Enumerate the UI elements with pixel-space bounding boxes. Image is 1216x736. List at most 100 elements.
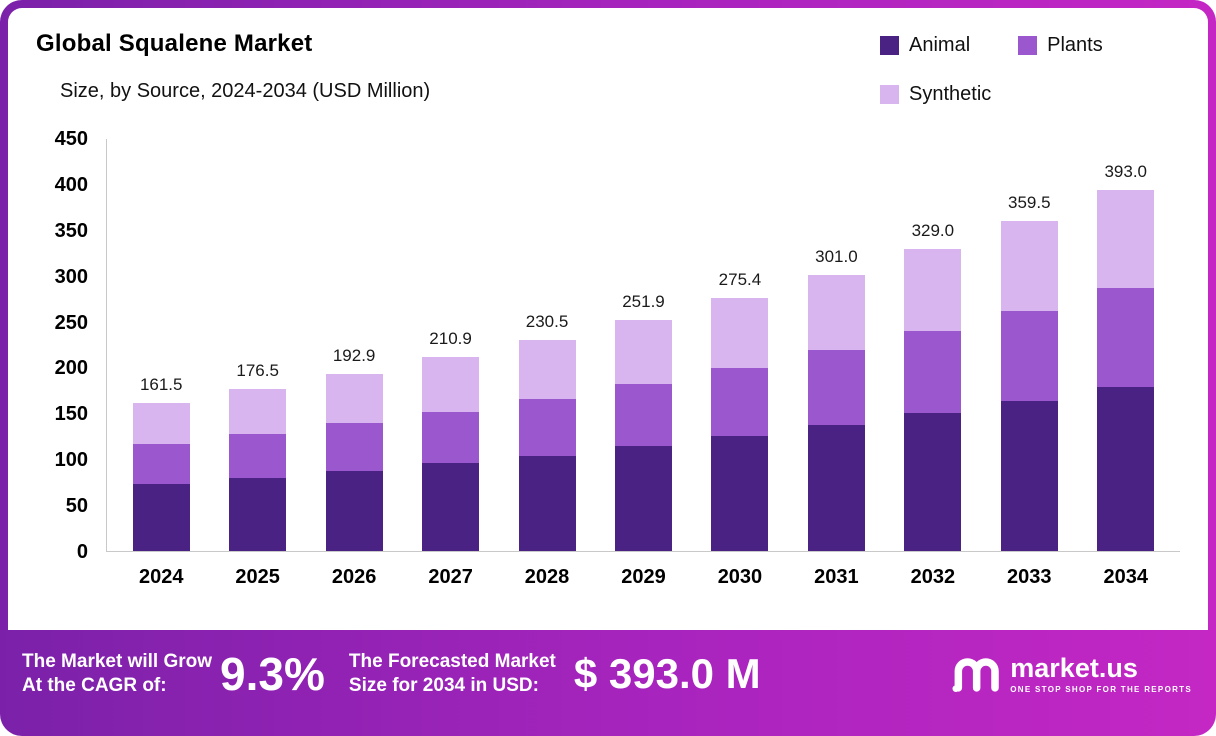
bar-segment-plants [1000, 310, 1058, 402]
bar-stack [132, 402, 190, 551]
y-axis-label: 50 [65, 495, 88, 518]
bar-group: 329.0 2032 [904, 139, 962, 588]
bar-segment-animal [1000, 401, 1058, 551]
legend-item-animal: Animal [880, 34, 970, 57]
x-axis-label: 2034 [1103, 566, 1149, 588]
page-title: Global Squalene Market [36, 30, 313, 57]
bar-segment-plants [518, 398, 576, 456]
legend-swatch-synthetic [880, 85, 899, 104]
bar-group: 176.5 2025 [229, 139, 287, 588]
bar-stack [422, 357, 480, 551]
forecast-label-line2: Size for 2034 in USD: [348, 675, 539, 696]
forecast-value: $ 393.0 M [573, 650, 761, 697]
brand-tagline: ONE STOP SHOP FOR THE REPORTS [1010, 685, 1192, 695]
legend-label: Plants [1047, 34, 1103, 56]
bar-segment-synthetic [518, 339, 576, 399]
x-axis-label: 2031 [814, 566, 859, 588]
y-axis-label: 0 [76, 541, 88, 563]
bar-stack [1000, 221, 1058, 551]
bar-segment-synthetic [1000, 221, 1058, 311]
bar-segment-plants [1097, 287, 1155, 387]
bar-stack [1097, 190, 1155, 551]
bar-group: 393.0 2034 [1097, 139, 1155, 588]
bar-segment-plants [807, 350, 865, 426]
y-axis-label: 450 [54, 128, 88, 150]
marketus-logo-icon [950, 651, 1000, 698]
brand-text: market.us ONE STOP SHOP FOR THE REPORTS [1010, 652, 1192, 695]
bar-segment-animal [614, 446, 672, 551]
bar-group: 275.4 2030 [711, 139, 769, 588]
bar-group: 161.5 2024 [132, 139, 190, 588]
x-axis-label: 2028 [524, 566, 570, 588]
legend-label: Synthetic [909, 83, 992, 105]
legend-label: Animal [909, 34, 971, 56]
cagr-label-line2: At the CAGR of: [22, 675, 167, 696]
bar-segment-synthetic [325, 374, 383, 424]
x-axis-label: 2025 [235, 566, 280, 588]
cagr-label-line1: The Market will Grow [22, 650, 213, 672]
y-axis-label: 150 [54, 403, 88, 426]
y-axis-label: 400 [54, 173, 88, 196]
bar-segment-synthetic [711, 298, 769, 368]
bar-segment-animal [711, 436, 769, 551]
bar-segment-synthetic [132, 402, 190, 444]
bar-segment-synthetic [229, 389, 287, 434]
y-axis: 0 50 100 150 200 250 300 350 400 450 [28, 128, 94, 563]
bar-group: 210.9 2027 [422, 139, 480, 588]
brand-logo-block: market.us ONE STOP SHOP FOR THE REPORTS [950, 651, 1192, 698]
forecast-label-line1: The Forecasted Market [348, 650, 556, 672]
bar-stack [904, 249, 962, 551]
bar-segment-plants [325, 423, 383, 472]
bar-stack [614, 319, 672, 551]
bar-segment-synthetic [904, 249, 962, 331]
bar-total-label: 161.5 [139, 374, 183, 394]
x-axis-label: 2027 [428, 566, 473, 588]
chart-card: Global Squalene Market Size, by Source, … [8, 8, 1208, 630]
bar-total-label: 329.0 [911, 221, 955, 241]
bar-group: 251.9 2029 [614, 139, 672, 588]
page-subtitle: Size, by Source, 2024-2034 (USD Million) [60, 80, 431, 102]
bar-segment-synthetic [422, 357, 480, 412]
bar-stack [807, 274, 865, 551]
x-axis-label: 2030 [717, 566, 763, 588]
bar-segment-plants [132, 443, 190, 484]
bar-stack [711, 298, 769, 551]
x-axis-label: 2026 [331, 566, 377, 588]
bar-segment-animal [1097, 386, 1155, 551]
footer-banner: The Market will Grow At the CAGR of: 9.3… [0, 630, 1216, 736]
x-axis-label: 2029 [621, 566, 666, 588]
legend-item-synthetic: Synthetic [880, 83, 991, 106]
y-axis-label: 200 [54, 357, 88, 380]
y-axis-label: 100 [54, 449, 88, 472]
legend: Animal Plants Synthetic [880, 34, 1168, 106]
bar-stack [229, 389, 287, 551]
bar-segment-plants [711, 367, 769, 437]
cagr-value: 9.3% [220, 648, 325, 700]
bar-group: 359.5 2033 [1000, 139, 1058, 588]
x-axis-label: 2024 [138, 566, 184, 588]
bar-segment-animal [132, 484, 190, 551]
bar-segment-animal [518, 455, 576, 551]
bar-segment-animal [904, 413, 962, 551]
legend-item-plants: Plants [1018, 34, 1103, 57]
forecast-label: The Forecasted Market Size for 2034 in U… [349, 650, 556, 699]
y-axis-label: 350 [54, 219, 88, 242]
bar-stack [518, 339, 576, 551]
brand-name: market.us [1010, 652, 1138, 683]
legend-swatch-plants [1018, 36, 1038, 55]
bar-segment-synthetic [1097, 190, 1155, 288]
cagr-label: The Market will Grow At the CAGR of: [22, 650, 212, 699]
bar-total-label: 192.9 [332, 346, 376, 366]
bar-segment-animal [807, 425, 865, 551]
bar-stack [325, 374, 383, 551]
bar-segment-animal [229, 477, 287, 551]
bar-segment-synthetic [614, 319, 672, 385]
x-axis-label: 2032 [910, 566, 956, 588]
legend-swatch-animal [880, 36, 899, 55]
bar-segment-plants [904, 330, 962, 414]
bar-group: 192.9 2026 [325, 139, 383, 588]
bar-group: 301.0 2031 [807, 139, 865, 588]
bar-total-label: 393.0 [1104, 162, 1148, 182]
bar-segment-plants [614, 384, 672, 447]
